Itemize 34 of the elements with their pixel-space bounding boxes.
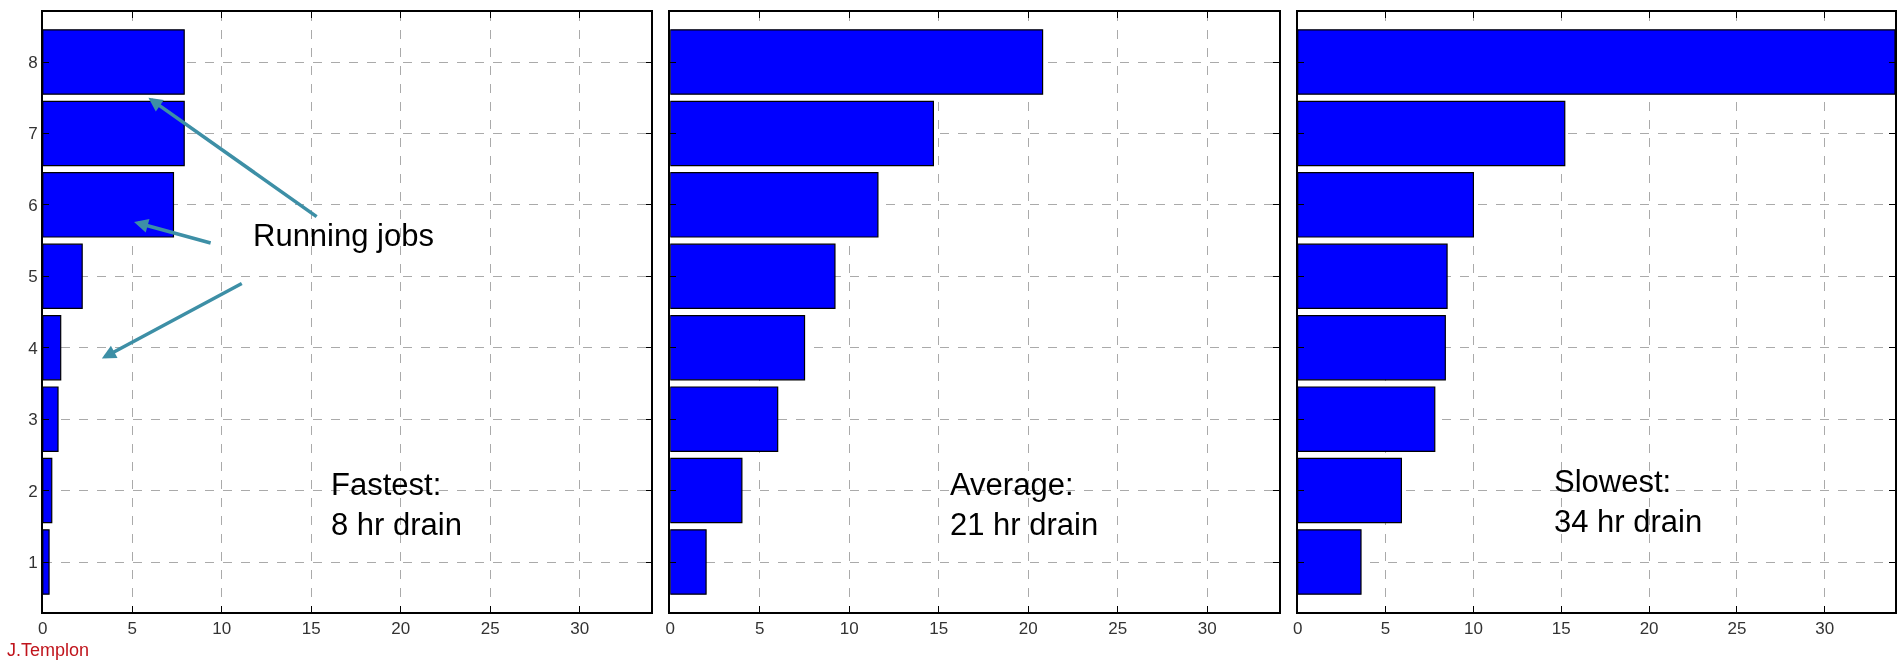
y-tick-label: 5 xyxy=(28,267,38,287)
y-tick-label: 8 xyxy=(28,52,38,72)
y-tick-label: 2 xyxy=(28,481,38,501)
x-tick-label: 10 xyxy=(1463,619,1483,639)
x-tick-label: 25 xyxy=(480,619,500,639)
annotation: Average: 21 hr drain xyxy=(950,467,1099,543)
text: J.Templon xyxy=(7,640,90,660)
x-tick-label: 15 xyxy=(1551,619,1571,639)
y-tick-label: 4 xyxy=(28,338,38,358)
x-tick-label: 10 xyxy=(212,619,232,639)
annotation: Running jobs xyxy=(253,218,434,253)
x-tick-label: 0 xyxy=(665,619,676,639)
x-tick-label: 20 xyxy=(1018,619,1038,639)
y-tick-label: 6 xyxy=(28,195,38,215)
annotation: Fastest: 8 hr drain xyxy=(331,467,462,543)
x-tick-label: 15 xyxy=(929,619,949,639)
x-tick-label: 5 xyxy=(127,619,138,639)
y-tick-label: 7 xyxy=(28,124,38,144)
x-tick-label: 5 xyxy=(1380,619,1391,639)
x-tick-label: 10 xyxy=(839,619,859,639)
y-tick-label: 1 xyxy=(28,552,38,572)
annotation: Slowest: 34 hr drain xyxy=(1554,464,1703,540)
x-tick-label: 0 xyxy=(1293,619,1303,639)
x-tick-label: 30 xyxy=(1815,619,1835,639)
x-tick-label: 30 xyxy=(1197,619,1217,639)
x-tick-label: 20 xyxy=(1639,619,1659,639)
x-tick-label: 15 xyxy=(301,619,321,639)
x-tick-label: 20 xyxy=(391,619,411,639)
x-tick-label: 30 xyxy=(570,619,590,639)
x-tick-label: 5 xyxy=(755,619,765,639)
x-tick-label: 25 xyxy=(1108,619,1128,639)
y-tick-label: 3 xyxy=(28,410,38,430)
x-tick-label: 25 xyxy=(1727,619,1747,639)
x-tick-label: 0 xyxy=(38,619,48,639)
